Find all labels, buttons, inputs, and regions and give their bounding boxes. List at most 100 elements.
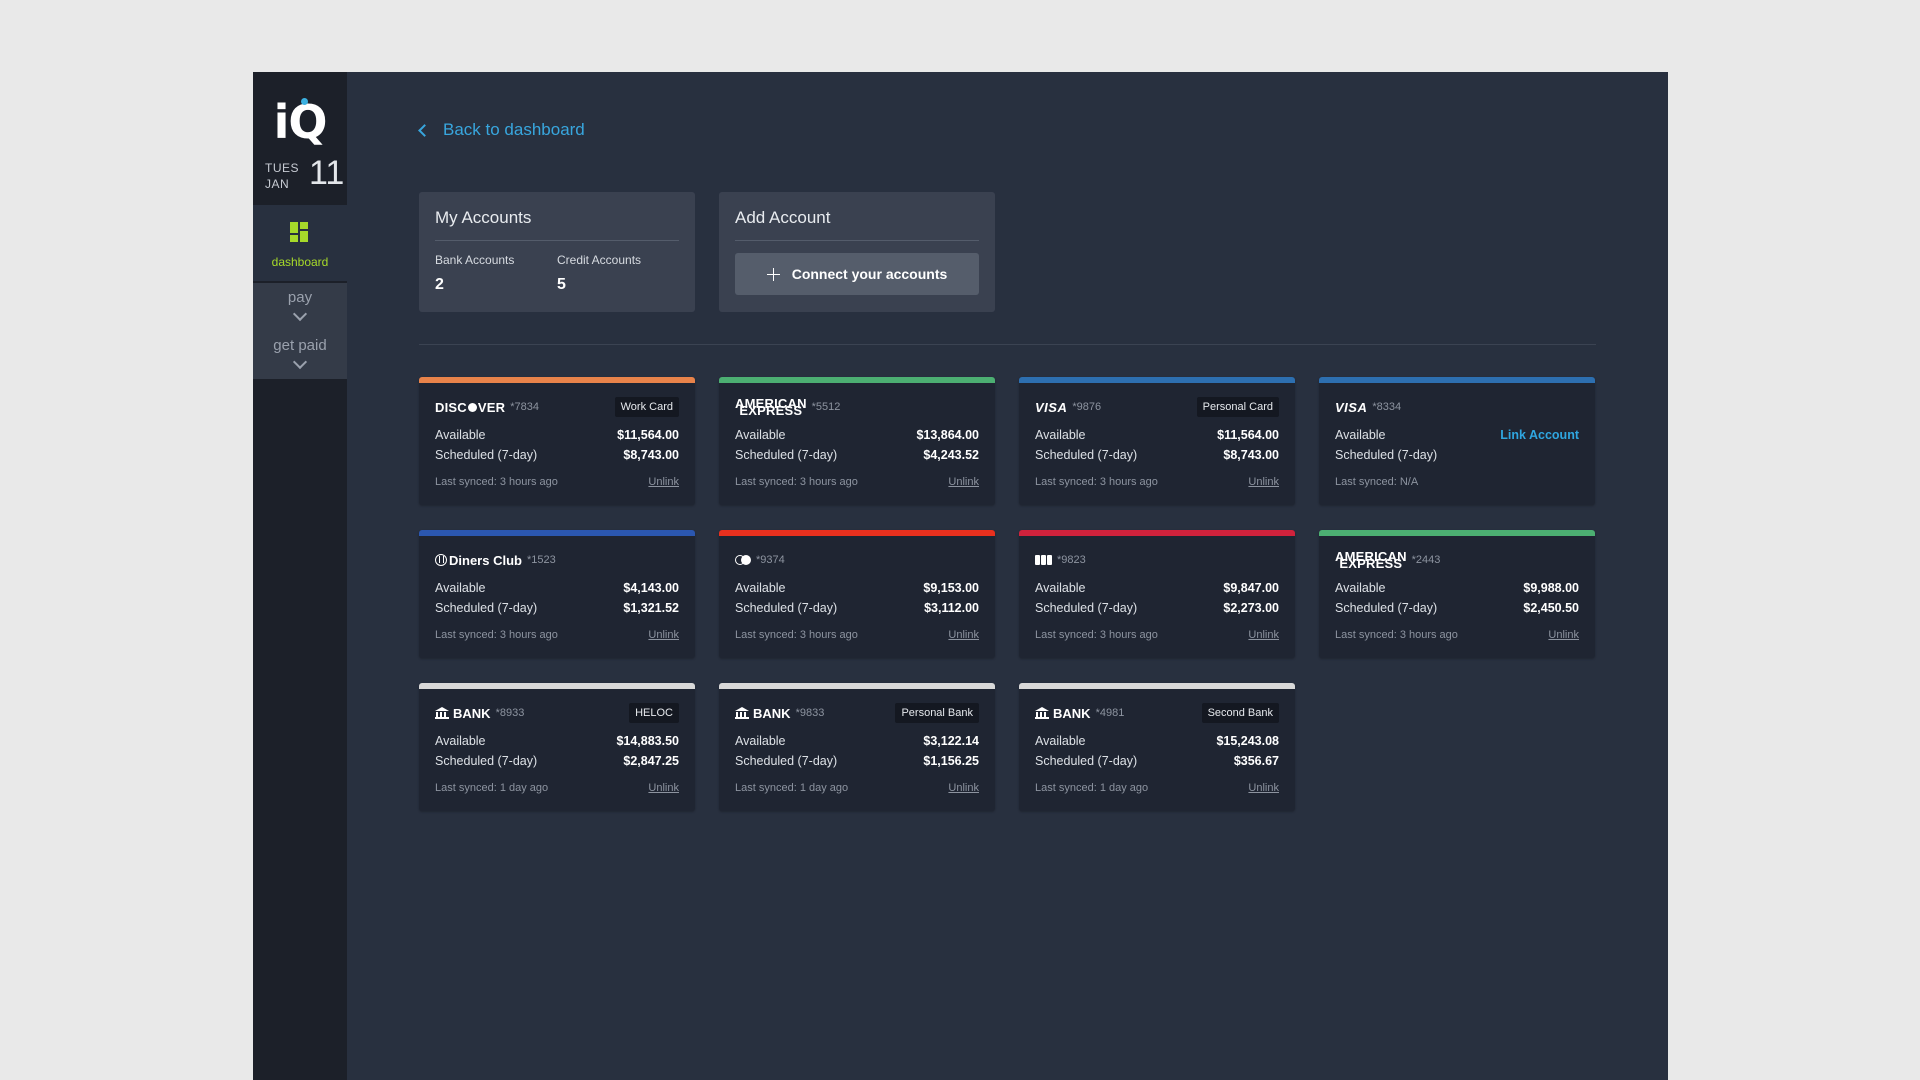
available-value: $14,883.50 — [616, 734, 679, 748]
scheduled-label: Scheduled (7-day) — [435, 601, 538, 615]
card-color-bar — [1019, 377, 1295, 383]
amex-logo-icon: AMERICAN EXPRESS — [735, 396, 807, 418]
my-accounts-title: My Accounts — [435, 208, 679, 241]
nav-item-get-paid[interactable]: get paid — [253, 331, 347, 379]
available-value: $9,988.00 — [1523, 581, 1579, 595]
card-tag: Work Card — [614, 397, 679, 417]
unlink-link[interactable]: Unlink — [1248, 629, 1279, 641]
available-label: Available — [1035, 734, 1086, 748]
add-account-panel: Add Account Connect your accounts — [719, 192, 995, 312]
account-card[interactable]: DISC VER *7834 Work Card Available $11,564… — [419, 377, 695, 505]
nav-item-pay[interactable]: pay — [253, 283, 347, 331]
bank-logo: BANK — [1035, 706, 1091, 721]
account-card[interactable]: AMERICAN EXPRESS *2443 Available $9,988.00… — [1319, 530, 1595, 658]
sidebar: iQ TUES JAN 11 dashboard pay get paid — [253, 72, 347, 1080]
unlink-link[interactable]: Unlink — [948, 476, 979, 488]
card-color-bar — [1319, 530, 1595, 536]
card-tag: HELOC — [629, 703, 679, 723]
scheduled-value: $2,847.25 — [623, 754, 679, 768]
jcb-logo-icon — [1035, 555, 1052, 565]
chevron-down-icon — [292, 306, 308, 322]
card-color-bar — [719, 377, 995, 383]
account-card[interactable]: BANK *4981 Second Bank Available $15,243.… — [1019, 683, 1295, 811]
account-card[interactable]: BANK *9833 Personal Bank Available $3,122… — [719, 683, 995, 811]
last-synced: Last synced: 3 hours ago — [435, 629, 558, 641]
available-value: $4,143.00 — [623, 581, 679, 595]
app-logo[interactable]: iQ — [273, 95, 328, 149]
card-tag: Personal Card — [1196, 397, 1279, 417]
card-number: *9876 — [1072, 401, 1102, 413]
card-color-bar — [1319, 377, 1595, 383]
credit-accounts-stat: Credit Accounts 5 — [557, 253, 679, 294]
last-synced: Last synced: 1 day ago — [735, 782, 849, 794]
plus-icon — [766, 267, 780, 281]
card-tag: Personal Bank — [895, 703, 979, 723]
bank-accounts-count: 2 — [435, 276, 444, 293]
scheduled-value: $1,156.25 — [923, 754, 979, 768]
card-number: *9823 — [1057, 554, 1086, 566]
main-content: Back to dashboard My Accounts Bank Accou… — [347, 72, 1668, 1080]
bank-logo: BANK — [735, 706, 791, 721]
last-synced: Last synced: 3 hours ago — [1335, 629, 1458, 641]
scheduled-value: $8,743.00 — [623, 448, 679, 462]
available-label: Available — [1335, 581, 1386, 595]
unlink-link[interactable]: Unlink — [648, 782, 679, 794]
add-account-title: Add Account — [735, 208, 979, 241]
back-to-dashboard-link[interactable]: Back to dashboard — [418, 120, 585, 140]
card-number: *9374 — [756, 554, 785, 566]
chevron-left-icon — [418, 124, 431, 137]
link-account-button[interactable]: Link Account — [1500, 428, 1579, 442]
available-value: $13,864.00 — [916, 428, 979, 442]
last-synced: Last synced: N/A — [1335, 476, 1419, 488]
grid-icon — [290, 222, 310, 242]
scheduled-value: $2,450.50 — [1523, 601, 1579, 615]
card-number: *5512 — [811, 401, 841, 413]
account-card[interactable]: Diners Club *1523 Available $4,143.00 Sch… — [419, 530, 695, 658]
date-number: 11 — [309, 154, 345, 192]
scheduled-label: Scheduled (7-day) — [1035, 754, 1138, 768]
bank-icon — [1035, 707, 1049, 719]
available-label: Available — [1035, 581, 1086, 595]
available-value: $9,153.00 — [923, 581, 979, 595]
unlink-link[interactable]: Unlink — [1248, 476, 1279, 488]
account-card[interactable]: *9823 Available $9,847.00 Scheduled (7-da… — [1019, 530, 1295, 658]
scheduled-value: $3,112.00 — [924, 601, 979, 615]
nav-item-dashboard[interactable]: dashboard — [253, 205, 347, 281]
unlink-link[interactable]: Unlink — [1548, 629, 1579, 641]
available-label: Available — [1335, 428, 1386, 442]
unlink-link[interactable]: Unlink — [648, 476, 679, 488]
card-number: *4981 — [1095, 707, 1125, 719]
unlink-link[interactable]: Unlink — [1248, 782, 1279, 794]
connect-accounts-button[interactable]: Connect your accounts — [735, 253, 979, 295]
my-accounts-panel: My Accounts Bank Accounts 2 Credit Accou… — [419, 192, 695, 312]
account-card[interactable]: BANK *8933 HELOC Available $14,883.50 Sch… — [419, 683, 695, 811]
scheduled-label: Scheduled (7-day) — [1035, 601, 1138, 615]
account-card[interactable]: VISA *9876 Personal Card Available $11,56… — [1019, 377, 1295, 505]
available-label: Available — [735, 581, 786, 595]
back-label: Back to dashboard — [443, 120, 585, 139]
card-color-bar — [1019, 683, 1295, 689]
last-synced: Last synced: 3 hours ago — [435, 476, 558, 488]
card-number: *1523 — [526, 554, 556, 566]
mastercard-logo-icon — [735, 555, 751, 565]
scheduled-label: Scheduled (7-day) — [435, 448, 538, 462]
available-label: Available — [435, 581, 486, 595]
card-number: *2443 — [1411, 554, 1441, 566]
card-number: *8933 — [495, 707, 525, 719]
account-card[interactable]: AMERICAN EXPRESS *5512 Available $13,864.0… — [719, 377, 995, 505]
discover-logo-icon: DISC VER — [435, 399, 506, 415]
account-card[interactable]: VISA *8334 Available Link Account Schedul… — [1319, 377, 1595, 505]
account-card[interactable]: *9374 Available $9,153.00 Scheduled (7-da… — [719, 530, 995, 658]
unlink-link[interactable]: Unlink — [948, 782, 979, 794]
unlink-link[interactable]: Unlink — [648, 629, 679, 641]
scheduled-value: $4,243.52 — [923, 448, 979, 462]
last-synced: Last synced: 1 day ago — [1035, 782, 1149, 794]
unlink-link[interactable]: Unlink — [948, 629, 979, 641]
connect-accounts-label: Connect your accounts — [791, 266, 948, 282]
scheduled-value: $8,743.00 — [1223, 448, 1279, 462]
available-label: Available — [735, 734, 786, 748]
visa-logo-icon: VISA — [1035, 399, 1068, 415]
scheduled-label: Scheduled (7-day) — [735, 448, 838, 462]
scheduled-label: Scheduled (7-day) — [735, 754, 838, 768]
card-tag: Second Bank — [1201, 703, 1279, 723]
